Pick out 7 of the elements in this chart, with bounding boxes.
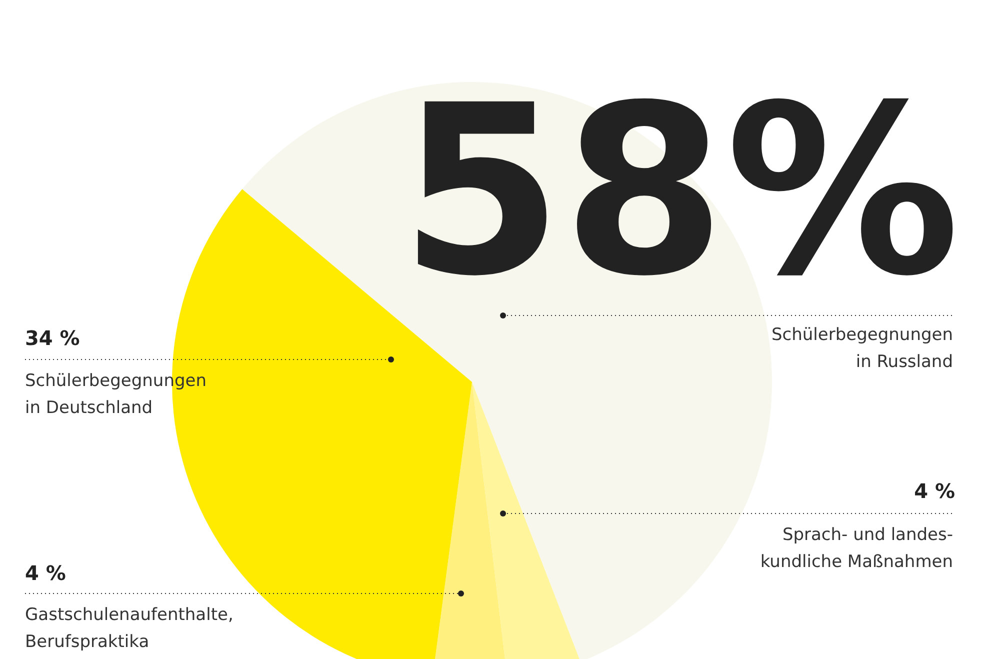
data-label: 58% (400, 56, 960, 328)
data-label: 4 % (25, 561, 66, 585)
slice-label: Sprach- und landes- kundliche Maßnahmen (760, 525, 953, 572)
slice-label: Schülerbegegnungen in Russland (772, 325, 953, 372)
data-label: 4 % (914, 479, 955, 503)
slice-label: Gastschulenaufenthalte, Berufspraktika (25, 605, 234, 652)
data-label: 34 % (25, 326, 80, 350)
